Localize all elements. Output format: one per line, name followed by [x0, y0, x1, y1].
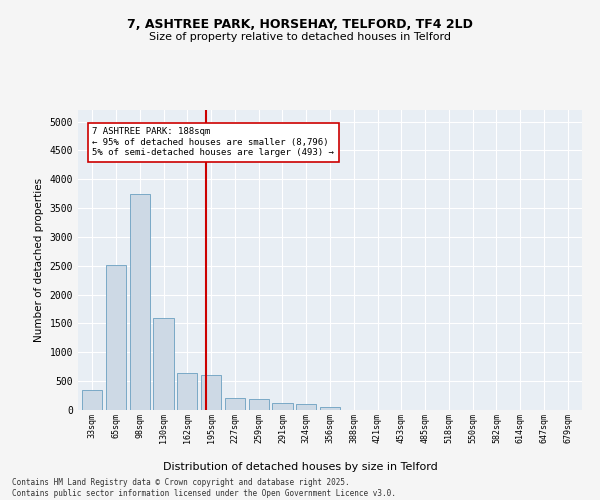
Bar [130, 194, 150, 410]
Bar [154, 318, 173, 410]
Bar [201, 376, 221, 410]
Text: 7, ASHTREE PARK, HORSEHAY, TELFORD, TF4 2LD: 7, ASHTREE PARK, HORSEHAY, TELFORD, TF4 … [127, 18, 473, 30]
Text: Distribution of detached houses by size in Telford: Distribution of detached houses by size … [163, 462, 437, 472]
Bar [320, 407, 340, 410]
Bar [82, 390, 103, 410]
Text: Size of property relative to detached houses in Telford: Size of property relative to detached ho… [149, 32, 451, 42]
Text: Contains HM Land Registry data © Crown copyright and database right 2025.
Contai: Contains HM Land Registry data © Crown c… [12, 478, 396, 498]
Text: 7 ASHTREE PARK: 188sqm
← 95% of detached houses are smaller (8,796)
5% of semi-d: 7 ASHTREE PARK: 188sqm ← 95% of detached… [92, 128, 334, 157]
Y-axis label: Number of detached properties: Number of detached properties [34, 178, 44, 342]
Bar [248, 399, 269, 410]
Bar [272, 403, 293, 410]
Bar [106, 264, 126, 410]
Bar [225, 398, 245, 410]
Bar [177, 372, 197, 410]
Bar [296, 404, 316, 410]
